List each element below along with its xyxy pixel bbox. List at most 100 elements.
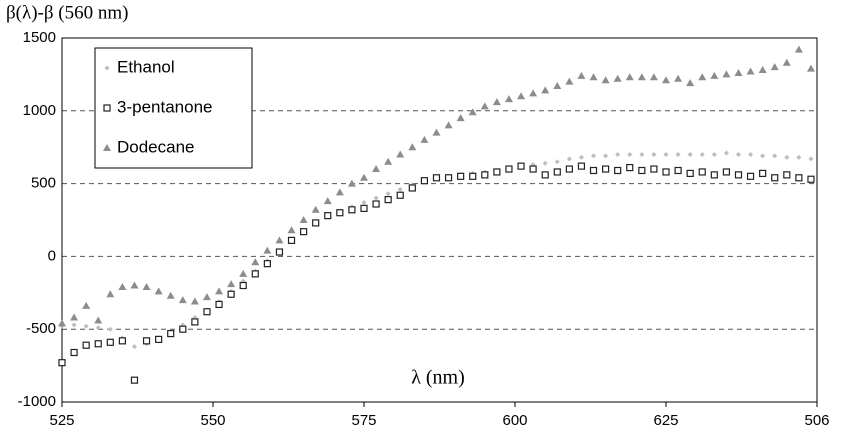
point <box>348 206 356 214</box>
point <box>94 340 102 348</box>
point <box>553 168 561 176</box>
point <box>70 348 78 357</box>
point <box>384 157 393 165</box>
point <box>542 160 548 166</box>
point <box>627 151 633 157</box>
point <box>336 209 344 217</box>
point <box>675 151 681 157</box>
point <box>615 151 621 157</box>
point <box>686 79 695 87</box>
legend-label: Ethanol <box>117 57 175 76</box>
point <box>565 77 574 85</box>
point <box>663 151 669 157</box>
point <box>577 162 586 170</box>
point <box>167 329 175 338</box>
point <box>529 89 538 97</box>
point <box>613 74 622 82</box>
point <box>299 216 308 223</box>
point <box>58 359 66 367</box>
point <box>735 151 741 157</box>
point <box>698 168 706 176</box>
point <box>662 168 670 176</box>
point <box>275 248 284 256</box>
legend-box <box>94 47 253 169</box>
x-tick-label: 550 <box>200 412 225 429</box>
point <box>784 154 790 160</box>
point <box>263 260 271 268</box>
point <box>372 165 381 173</box>
point <box>444 121 453 129</box>
point <box>444 174 453 182</box>
point <box>591 153 597 159</box>
point <box>566 156 572 162</box>
point <box>396 150 405 158</box>
point <box>686 169 694 178</box>
point <box>130 376 139 384</box>
y-tick-label: 1000 <box>23 102 56 119</box>
legend-marker <box>104 65 110 71</box>
point <box>323 197 332 205</box>
point <box>746 67 755 75</box>
point <box>637 73 646 81</box>
point <box>239 269 248 277</box>
point <box>698 73 707 81</box>
point <box>468 108 477 116</box>
point <box>215 287 224 295</box>
point <box>554 159 560 165</box>
point <box>796 154 802 160</box>
point <box>783 171 791 179</box>
point <box>492 98 501 106</box>
point <box>154 287 163 295</box>
point <box>614 166 622 175</box>
point <box>190 297 199 305</box>
point <box>722 70 731 78</box>
point <box>553 82 562 90</box>
legend-label: 3-pentanone <box>117 97 212 116</box>
point <box>347 179 356 187</box>
point <box>71 322 77 328</box>
x-tick-label: 575 <box>351 412 376 429</box>
point <box>770 63 779 71</box>
point <box>95 325 101 331</box>
y-tick-label: 500 <box>31 175 56 192</box>
point <box>639 151 645 157</box>
point <box>385 191 391 197</box>
legend-label: Dodecane <box>117 137 195 156</box>
point <box>131 344 137 350</box>
point <box>577 71 586 79</box>
point <box>396 191 404 199</box>
point <box>287 226 296 234</box>
point <box>772 153 778 159</box>
point <box>710 171 718 179</box>
point <box>456 114 465 122</box>
point <box>324 212 332 220</box>
point <box>227 290 235 298</box>
point <box>142 337 151 345</box>
point <box>578 154 584 160</box>
point <box>734 68 743 76</box>
point <box>722 168 731 176</box>
point <box>130 281 139 289</box>
point <box>58 319 66 327</box>
point <box>202 293 211 301</box>
point <box>227 280 236 288</box>
point <box>795 174 803 182</box>
point <box>70 313 79 321</box>
point <box>94 316 103 324</box>
chart-title: β(λ)-β (560 nm) <box>6 2 128 23</box>
y-tick-label: 1500 <box>23 29 56 46</box>
point <box>432 174 441 182</box>
point <box>541 171 549 179</box>
point <box>372 200 380 208</box>
point <box>142 282 151 290</box>
point <box>179 325 187 333</box>
point <box>106 338 114 346</box>
point <box>312 219 320 227</box>
point <box>505 165 513 173</box>
point <box>82 301 91 309</box>
point <box>107 326 113 332</box>
point <box>493 168 501 176</box>
point <box>480 102 489 110</box>
